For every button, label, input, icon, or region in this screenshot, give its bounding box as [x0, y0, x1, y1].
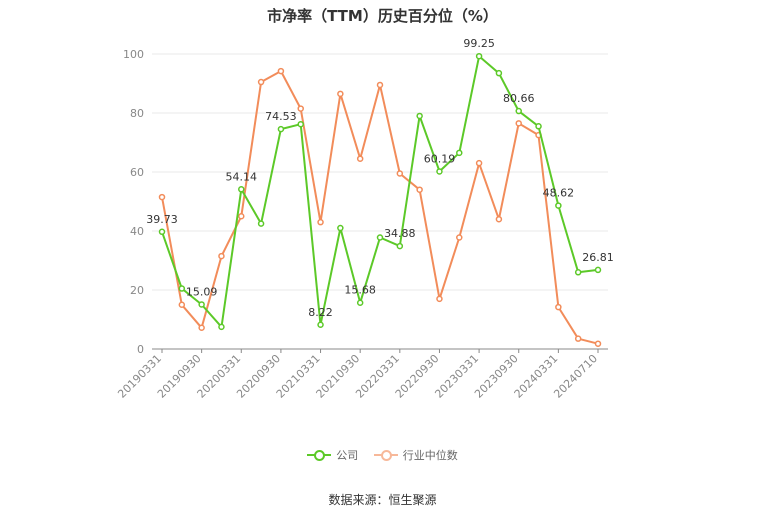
data-labels: 39.73 15.09 54.14 74.53 8.22 15.68 34.88 60.19 9…	[146, 37, 614, 319]
data-point-industry	[555, 303, 562, 311]
data-point-industry	[574, 335, 582, 342]
legend-item-industry[interactable]: 行业中位数	[373, 447, 458, 463]
x-tick-label: 20240710	[551, 352, 600, 401]
data-point-industry	[495, 215, 503, 223]
data-point-company	[297, 120, 304, 128]
data-point-company	[356, 299, 364, 306]
legend-item-company[interactable]: 公司	[307, 447, 358, 463]
data-label: 8.22	[308, 306, 333, 319]
data-point-industry	[337, 90, 344, 98]
data-label: 48.62	[543, 187, 575, 200]
data-source: 数据来源：恒生聚源	[328, 493, 437, 507]
data-point-company	[594, 266, 602, 274]
data-label: 74.53	[265, 110, 297, 123]
data-point-company	[574, 269, 582, 276]
data-point-industry	[436, 295, 443, 303]
series-line-industry	[161, 70, 599, 345]
data-point-company	[456, 149, 463, 157]
data-label: 15.68	[344, 284, 376, 297]
data-point-industry	[317, 218, 324, 226]
data-point-company	[317, 321, 324, 329]
data-point-company	[376, 234, 384, 241]
data-point-company	[475, 52, 483, 60]
data-point-industry	[356, 155, 364, 162]
data-point-industry	[594, 340, 602, 347]
series-layer	[158, 52, 602, 347]
data-point-industry	[218, 252, 225, 260]
y-tick-label: 100	[123, 48, 144, 61]
data-label: 26.81	[582, 251, 614, 264]
data-point-industry	[416, 186, 423, 193]
data-point-company	[218, 323, 225, 331]
data-label: 99.25	[463, 37, 495, 50]
data-point-industry	[178, 301, 186, 308]
data-point-company	[158, 228, 166, 236]
data-point-company	[198, 301, 205, 308]
data-point-industry	[376, 81, 384, 89]
data-point-company	[178, 285, 186, 292]
gridlines	[152, 53, 608, 291]
y-tick-label: 0	[137, 343, 144, 356]
legend: 公司 行业中位数	[0, 447, 765, 465]
data-point-company	[515, 107, 522, 115]
data-point-company	[416, 112, 423, 120]
legend-swatch-company	[307, 448, 332, 462]
data-point-company	[436, 168, 443, 175]
chart-title: 市净率（TTM）历史百分位（%）	[267, 7, 498, 25]
data-label: 60.19	[424, 152, 456, 165]
y-tick-label: 20	[130, 284, 144, 297]
y-tick-label: 60	[130, 166, 144, 179]
legend-label-company: 公司	[336, 449, 359, 462]
legend-label-industry: 行业中位数	[402, 449, 458, 462]
data-point-industry	[475, 159, 483, 167]
data-point-industry	[297, 105, 304, 112]
data-point-industry	[456, 234, 463, 241]
data-point-industry	[277, 67, 285, 75]
data-point-company	[337, 224, 344, 232]
data-point-company	[277, 125, 285, 133]
data-label: 34.88	[384, 227, 416, 240]
data-point-company	[555, 202, 562, 209]
data-point-industry	[158, 193, 166, 201]
data-point-industry	[515, 120, 522, 127]
data-point-company	[238, 186, 245, 193]
y-tick-label: 80	[130, 107, 144, 120]
y-tick-label: 40	[130, 225, 144, 238]
data-label: 39.73	[146, 213, 178, 226]
data-label: 80.66	[503, 92, 535, 105]
data-point-company	[535, 123, 542, 130]
data-point-company	[257, 220, 265, 227]
data-point-company	[396, 242, 404, 250]
data-label: 15.09	[186, 285, 218, 298]
data-point-company	[495, 69, 503, 77]
data-label: 54.14	[226, 170, 258, 183]
data-point-industry	[257, 78, 265, 86]
legend-swatch-industry	[373, 448, 398, 462]
data-point-industry	[238, 213, 245, 220]
data-point-industry	[198, 324, 205, 332]
data-point-industry	[396, 170, 404, 177]
